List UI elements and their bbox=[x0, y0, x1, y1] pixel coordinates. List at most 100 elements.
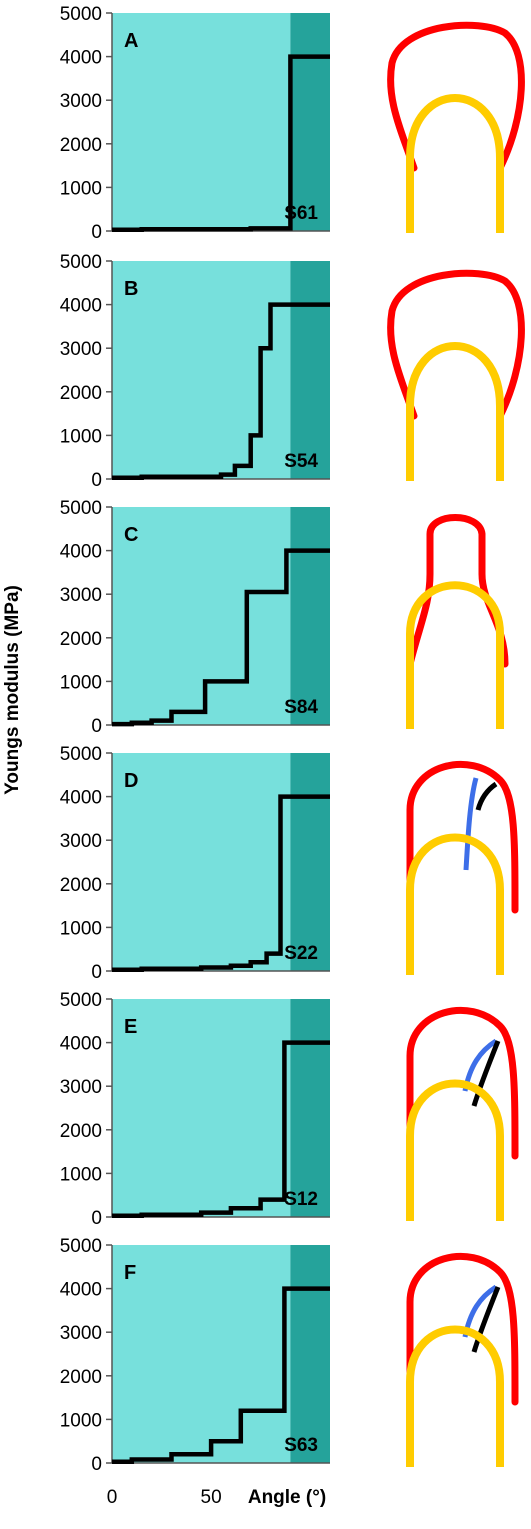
panel-label: B bbox=[124, 278, 138, 300]
tip-schematic-e bbox=[406, 1007, 519, 1221]
y-tick-label: 5000 bbox=[60, 252, 102, 273]
region-right bbox=[290, 261, 330, 479]
outer-wall bbox=[406, 1253, 519, 1406]
x-tick-label: 50 bbox=[201, 1487, 222, 1508]
panel-a: 0 1000 2000 3000 4000 5000 A S61 bbox=[60, 4, 330, 243]
x-tick-label: 0 bbox=[107, 1487, 118, 1508]
y-tick-label: 3000 bbox=[60, 339, 102, 360]
panel-label: E bbox=[124, 1016, 137, 1038]
blue-segment bbox=[463, 777, 479, 871]
panel-c: 0 1000 2000 3000 4000 5000 C S84 bbox=[60, 498, 330, 737]
y-tick-label: 3000 bbox=[60, 1077, 102, 1098]
y-tick-label: 1000 bbox=[60, 178, 102, 199]
y-tick-label: 0 bbox=[91, 962, 102, 983]
region-left bbox=[112, 507, 291, 725]
sample-label: S12 bbox=[284, 1189, 318, 1210]
y-tick-label: 4000 bbox=[60, 48, 102, 69]
region-left bbox=[112, 1245, 291, 1463]
region-left bbox=[112, 13, 291, 231]
y-tick-label: 1000 bbox=[60, 1410, 102, 1431]
region-left bbox=[112, 261, 291, 479]
y-tick-label: 5000 bbox=[60, 744, 102, 765]
sample-label: S22 bbox=[284, 943, 318, 964]
y-tick-label: 1000 bbox=[60, 672, 102, 693]
y-tick-label: 2000 bbox=[60, 383, 102, 404]
outer-wall bbox=[406, 1007, 519, 1160]
y-tick-label: 3000 bbox=[60, 585, 102, 606]
y-tick-label: 4000 bbox=[60, 788, 102, 809]
region-left bbox=[112, 999, 291, 1217]
y-tick-label: 4000 bbox=[60, 1034, 102, 1055]
inner-wall bbox=[406, 833, 504, 975]
y-tick-label: 5000 bbox=[60, 498, 102, 519]
series-line bbox=[112, 548, 330, 727]
y-tick-label: 4000 bbox=[60, 1280, 102, 1301]
inner-wall bbox=[406, 581, 504, 729]
x-axis-label: Angle (°) bbox=[248, 1487, 326, 1508]
tip-schematic-a bbox=[387, 21, 525, 233]
sample-label: S54 bbox=[284, 451, 318, 472]
region-right bbox=[290, 1245, 330, 1463]
y-tick-label: 0 bbox=[91, 716, 102, 737]
region-right bbox=[290, 753, 330, 971]
y-tick-label: 0 bbox=[91, 222, 102, 243]
y-tick-label: 2000 bbox=[60, 1121, 102, 1142]
panel-label: D bbox=[124, 770, 138, 792]
chart-panels: 0 1000 2000 3000 4000 5000 A S61 0 1000 2000 3000 40… bbox=[60, 4, 330, 1475]
y-tick-label: 2000 bbox=[60, 1367, 102, 1388]
inner-wall bbox=[406, 1325, 504, 1467]
panel-label: A bbox=[124, 30, 138, 52]
black-segment bbox=[471, 1040, 501, 1107]
y-tick-label: 0 bbox=[91, 470, 102, 491]
region-right bbox=[290, 999, 330, 1217]
inner-wall bbox=[406, 342, 504, 481]
series-line bbox=[112, 54, 330, 232]
outer-wall bbox=[387, 21, 525, 172]
tip-schematics bbox=[387, 21, 525, 1467]
outer-wall bbox=[406, 761, 519, 914]
y-tick-label: 2000 bbox=[60, 875, 102, 896]
y-tick-label: 5000 bbox=[60, 4, 102, 25]
y-tick-label: 0 bbox=[91, 1208, 102, 1229]
tip-schematic-b bbox=[387, 269, 525, 481]
sample-label: S63 bbox=[284, 1435, 318, 1456]
series-line bbox=[112, 302, 330, 480]
y-tick-label: 3000 bbox=[60, 1323, 102, 1344]
y-tick-label: 1000 bbox=[60, 426, 102, 447]
panel-label: F bbox=[124, 1262, 136, 1284]
sample-label: S61 bbox=[284, 203, 318, 224]
y-tick-label: 3000 bbox=[60, 831, 102, 852]
region-right bbox=[290, 13, 330, 231]
series-line bbox=[112, 794, 330, 972]
black-segment bbox=[471, 1286, 501, 1353]
region-left bbox=[112, 753, 291, 971]
region-right bbox=[290, 507, 330, 725]
panel-f: 0 1000 2000 3000 4000 5000 F S63 bbox=[60, 1236, 330, 1475]
y-tick-label: 2000 bbox=[60, 135, 102, 156]
panel-e: 0 1000 2000 3000 4000 5000 E S12 bbox=[60, 990, 330, 1229]
black-segment bbox=[475, 781, 498, 811]
tip-schematic-d bbox=[406, 761, 519, 975]
panel-b: 0 1000 2000 3000 4000 5000 B S54 bbox=[60, 252, 330, 491]
inner-wall bbox=[406, 94, 504, 233]
outer-wall bbox=[406, 514, 509, 668]
y-tick-label: 3000 bbox=[60, 91, 102, 112]
y-tick-label: 4000 bbox=[60, 542, 102, 563]
inner-wall bbox=[406, 1079, 504, 1221]
series-line bbox=[112, 1286, 330, 1464]
y-tick-label: 2000 bbox=[60, 629, 102, 650]
outer-wall bbox=[387, 269, 525, 420]
series-line bbox=[112, 1040, 330, 1218]
x-axis: 0 50 bbox=[107, 1487, 222, 1508]
tip-schematic-f bbox=[406, 1253, 519, 1467]
y-tick-label: 1000 bbox=[60, 1164, 102, 1185]
panel-d: 0 1000 2000 3000 4000 5000 D S22 bbox=[60, 744, 330, 983]
y-tick-label: 5000 bbox=[60, 990, 102, 1011]
y-axis-label: Youngs modulus (MPa) bbox=[2, 585, 23, 795]
tip-schematic-c bbox=[406, 514, 509, 729]
panel-label: C bbox=[124, 524, 138, 546]
y-tick-label: 4000 bbox=[60, 296, 102, 317]
sample-label: S84 bbox=[284, 697, 318, 718]
y-tick-label: 5000 bbox=[60, 1236, 102, 1257]
